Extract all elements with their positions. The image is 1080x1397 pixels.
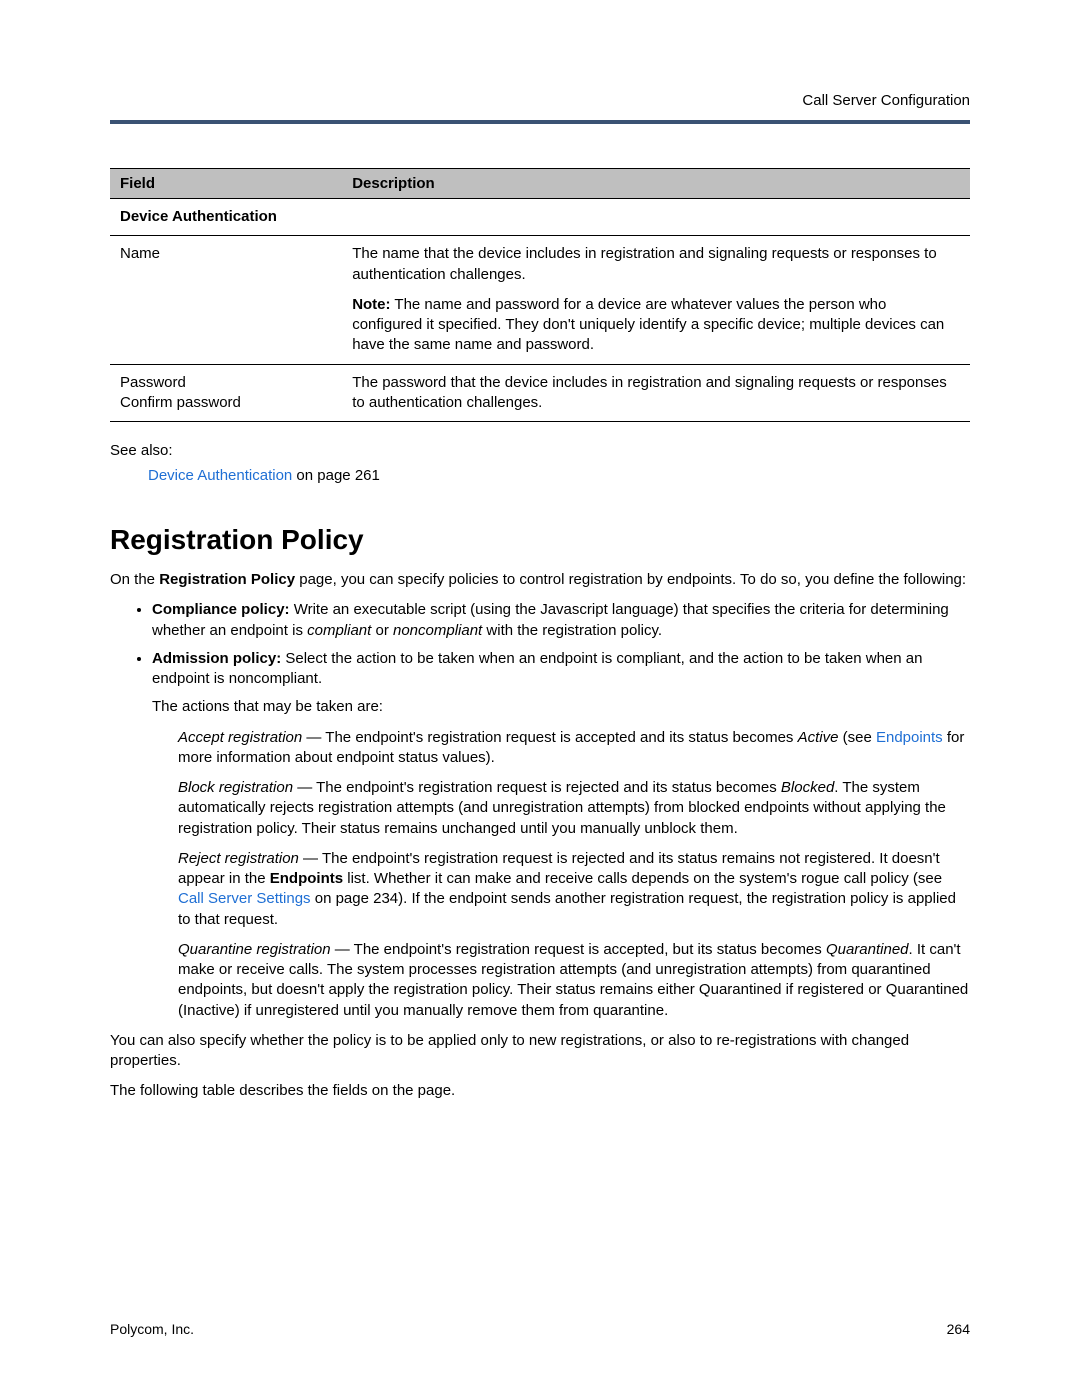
list-item: Compliance policy: Write an executable s… bbox=[152, 600, 970, 641]
bullet-label: Admission policy: bbox=[152, 650, 281, 667]
action-label: Accept registration bbox=[178, 729, 302, 746]
action-paragraph: Accept registration — The endpoint's reg… bbox=[110, 728, 970, 769]
table-cell-description: The name that the device includes in reg… bbox=[342, 236, 970, 364]
footer-page-number: 264 bbox=[947, 1321, 970, 1337]
intro-paragraph: On the Registration Policy page, you can… bbox=[110, 570, 970, 590]
table-row: Name The name that the device includes i… bbox=[110, 236, 970, 364]
field-line: Confirm password bbox=[120, 393, 332, 413]
page-content: Field Description Device Authentication … bbox=[110, 92, 970, 1102]
table-cell-field: Name bbox=[110, 236, 342, 364]
page: Call Server Configuration Field Descript… bbox=[0, 0, 1080, 1397]
desc-note: Note: The name and password for a device… bbox=[352, 295, 960, 356]
table-header-description: Description bbox=[342, 169, 970, 199]
note-label: Note: bbox=[352, 296, 390, 313]
fields-table: Field Description Device Authentication … bbox=[110, 168, 970, 422]
see-also-suffix: on page 261 bbox=[292, 467, 380, 484]
section-title: Registration Policy bbox=[110, 524, 970, 556]
action-label: Reject registration bbox=[178, 850, 299, 867]
see-also-label: See also: bbox=[110, 442, 970, 459]
action-label: Quarantine registration bbox=[178, 941, 331, 958]
action-label: Block registration bbox=[178, 779, 293, 796]
header-rule bbox=[110, 120, 970, 124]
desc-text: The name that the device includes in reg… bbox=[352, 244, 960, 285]
call-server-settings-link[interactable]: Call Server Settings bbox=[178, 890, 311, 907]
page-footer: Polycom, Inc. 264 bbox=[110, 1321, 970, 1337]
bullet-list: Compliance policy: Write an executable s… bbox=[110, 600, 970, 689]
body-paragraph: You can also specify whether the policy … bbox=[110, 1031, 970, 1072]
table-section-row: Device Authentication bbox=[110, 199, 970, 236]
field-line: Password bbox=[120, 373, 332, 393]
intro-bold: Registration Policy bbox=[159, 571, 295, 588]
action-paragraph: Quarantine registration — The endpoint's… bbox=[110, 940, 970, 1021]
table-section-label: Device Authentication bbox=[110, 199, 970, 236]
actions-intro: The actions that may be taken are: bbox=[110, 697, 970, 717]
see-also-line: Device Authentication on page 261 bbox=[110, 467, 970, 484]
intro-suffix: page, you can specify policies to contro… bbox=[295, 571, 966, 588]
note-text: The name and password for a device are w… bbox=[352, 296, 944, 354]
intro-prefix: On the bbox=[110, 571, 159, 588]
action-paragraph: Reject registration — The endpoint's reg… bbox=[110, 849, 970, 930]
body-paragraph: The following table describes the fields… bbox=[110, 1081, 970, 1101]
list-item: Admission policy: Select the action to b… bbox=[152, 649, 970, 690]
device-authentication-link[interactable]: Device Authentication bbox=[148, 467, 292, 484]
bullet-label: Compliance policy: bbox=[152, 601, 290, 618]
table-header-field: Field bbox=[110, 169, 342, 199]
action-paragraph: Block registration — The endpoint's regi… bbox=[110, 778, 970, 839]
endpoints-link[interactable]: Endpoints bbox=[876, 729, 943, 746]
footer-company: Polycom, Inc. bbox=[110, 1321, 194, 1337]
table-cell-description: The password that the device includes in… bbox=[342, 364, 970, 422]
table-cell-field: Password Confirm password bbox=[110, 364, 342, 422]
table-row: Password Confirm password The password t… bbox=[110, 364, 970, 422]
header-right: Call Server Configuration bbox=[802, 92, 970, 109]
